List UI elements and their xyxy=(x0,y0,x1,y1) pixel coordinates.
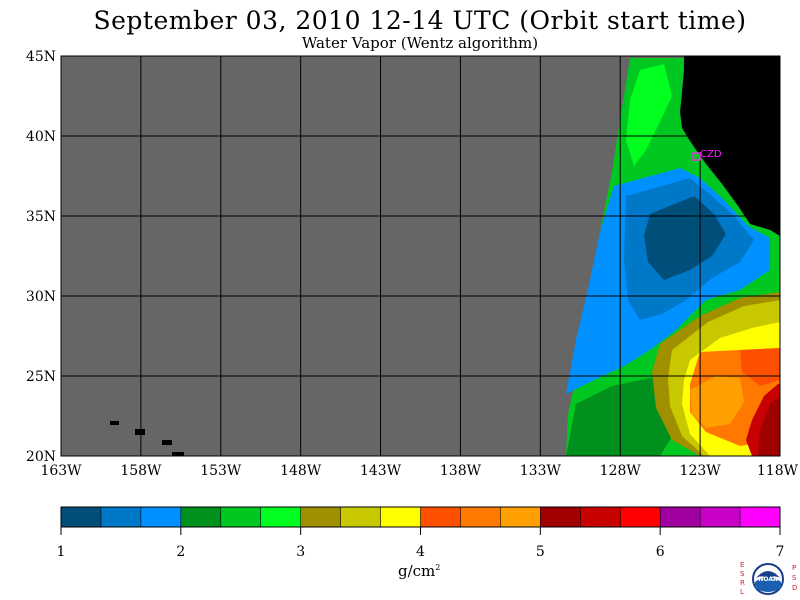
map-subtitle: Water Vapor (Wentz algorithm) xyxy=(301,34,539,52)
colorbar-label: 6 xyxy=(656,544,665,560)
longitude-label: 123W xyxy=(680,463,722,479)
longitude-label: 153W xyxy=(200,463,242,479)
vapor-band-dark-blue xyxy=(644,196,726,280)
colorbar-swatch xyxy=(300,507,342,527)
colorbar-swatch xyxy=(540,507,581,527)
colorbar-swatch xyxy=(140,507,182,527)
station-marker-czd: CZD xyxy=(692,149,722,161)
colorbar-labels: 1 2 3 4 5 6 7 xyxy=(57,527,785,560)
units-text: g/cm xyxy=(398,562,436,580)
hawaiian-islands xyxy=(110,421,184,456)
logo-letter: E xyxy=(740,561,744,569)
noaa-wave-icon xyxy=(755,577,781,592)
colorbar-label: 4 xyxy=(416,544,425,560)
latitude-label: 40N xyxy=(26,129,56,145)
longitude-label: 163W xyxy=(40,463,82,479)
latitude-label: 25N xyxy=(26,369,56,385)
psd-letters: PSD xyxy=(792,564,797,592)
water-vapor-field xyxy=(566,58,780,456)
noaa-bird-icon xyxy=(756,571,780,580)
colorbar-swatch xyxy=(220,507,262,527)
land-area xyxy=(680,56,780,236)
colorbar-swatch xyxy=(700,507,741,527)
colorbar-swatch xyxy=(460,507,501,527)
latitude-label: 20N xyxy=(26,449,56,465)
colorbar-label: 1 xyxy=(57,544,66,560)
colorbar-swatch xyxy=(420,507,461,527)
units-exponent: 2 xyxy=(435,563,441,572)
colorbar-swatch xyxy=(500,507,541,527)
latitude-label: 35N xyxy=(26,209,56,225)
logo-letter: P xyxy=(792,564,796,572)
colorbar-swatch xyxy=(380,507,421,527)
logo-letter: S xyxy=(792,574,797,582)
noaa-text: NOAA xyxy=(758,576,778,583)
island-oahu xyxy=(135,429,145,435)
longitude-label: 128W xyxy=(600,463,642,479)
logo-letter: R xyxy=(740,579,745,587)
longitude-label: 133W xyxy=(520,463,562,479)
longitude-label: 118W xyxy=(757,463,799,479)
longitude-labels: 163W 158W 153W 148W 143W 138W 133W 128W 123W 118W xyxy=(40,463,798,479)
colorbar-swatch xyxy=(100,507,142,527)
colorbar-label: 7 xyxy=(776,544,785,560)
latitude-labels: 45N 40N 35N 30N 25N 20N xyxy=(26,49,56,465)
map-title: September 03, 2010 12-14 UTC (Orbit star… xyxy=(93,6,747,35)
vapor-band-dark-red xyxy=(758,396,780,456)
colorbar xyxy=(60,506,781,528)
colorbar-label: 3 xyxy=(296,544,305,560)
longitude-label: 143W xyxy=(360,463,402,479)
colorbar-swatch xyxy=(180,507,222,527)
island-kauai xyxy=(110,421,119,425)
map-gridlines xyxy=(61,56,780,456)
island-hawaii xyxy=(172,452,184,456)
colorbar-swatch xyxy=(620,507,661,527)
longitude-label: 148W xyxy=(280,463,322,479)
colorbar-swatch xyxy=(580,507,621,527)
station-label: CZD xyxy=(700,149,722,160)
vapor-band-light-orange xyxy=(690,376,744,428)
latitude-label: 45N xyxy=(26,49,56,65)
longitude-label: 158W xyxy=(120,463,162,479)
colorbar-swatch xyxy=(740,507,781,527)
logo-letter: S xyxy=(740,570,745,578)
vapor-band-dark-green xyxy=(566,376,680,456)
colorbar-label: 5 xyxy=(536,544,545,560)
map-frame xyxy=(60,55,781,457)
colorbar-swatch xyxy=(61,507,102,527)
logo-letter: L xyxy=(740,588,744,596)
vapor-band-bright-green xyxy=(626,64,672,166)
colorbar-label: 2 xyxy=(176,544,185,560)
map-panel: CZD xyxy=(60,55,781,457)
longitude-label: 138W xyxy=(440,463,482,479)
latitude-label: 30N xyxy=(26,289,56,305)
colorbar-swatch xyxy=(260,507,302,527)
station-square xyxy=(692,152,701,161)
island-maui xyxy=(162,440,172,445)
colorbar-swatch xyxy=(660,507,701,527)
colorbar-units: g/cm2 xyxy=(398,562,440,580)
logo-letter: D xyxy=(792,584,797,592)
colorbar-swatch xyxy=(340,507,382,527)
